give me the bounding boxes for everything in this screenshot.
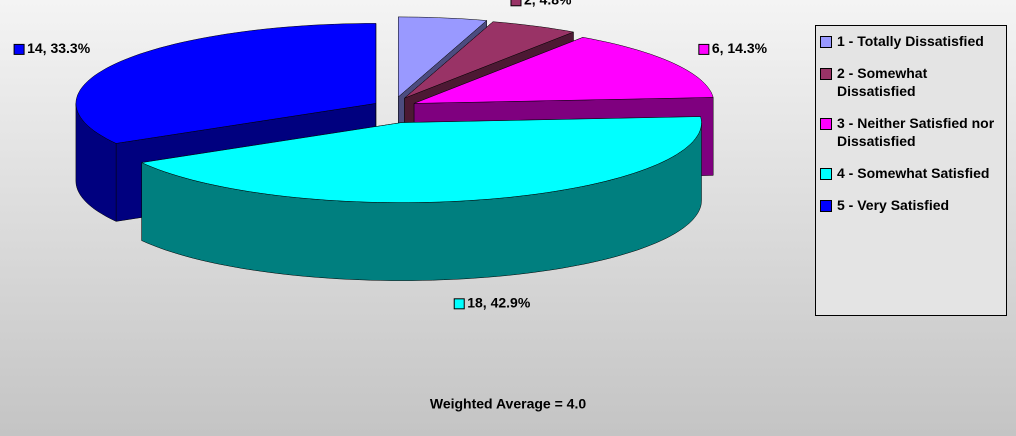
label-key [698,43,710,55]
annotation: Weighted Average = 4.0 [430,396,586,412]
slice [140,116,702,203]
data-label: 6, 14.3% [712,40,768,56]
legend-label: 2 - Somewhat Dissatisfied [837,65,928,99]
legend-entry: 1 - Totally Dissatisfied [820,32,1002,50]
label-key [453,298,465,310]
legend-label: 1 - Totally Dissatisfied [837,33,984,49]
legend-key [820,68,832,80]
legend-entry: 4 - Somewhat Satisfied [820,164,1002,182]
label-key [510,0,522,7]
legend: 1 - Totally Dissatisfied 2 - Somewhat Dis… [815,25,1007,316]
legend-key [820,118,832,130]
legend-entry: 3 - Neither Satisfied nor Dissatisfied [820,114,1002,150]
legend-label: 4 - Somewhat Satisfied [837,165,990,181]
slice [404,21,575,99]
legend-key [820,36,832,48]
data-label: 2, 4.8% [524,0,572,8]
legend-entry: 2 - Somewhat Dissatisfied [820,64,1002,100]
slice [414,37,714,104]
legend-entry: 5 - Very Satisfied [820,196,1002,214]
legend-label: 3 - Neither Satisfied nor Dissatisfied [837,115,995,149]
label-key [13,43,25,55]
legend-key [820,168,832,180]
data-label: 18, 42.9% [467,295,531,311]
legend-key [820,200,832,212]
data-label: 14, 33.3% [27,40,91,56]
slice [398,16,488,98]
legend-label: 5 - Very Satisfied [837,197,950,213]
slice [75,23,377,144]
